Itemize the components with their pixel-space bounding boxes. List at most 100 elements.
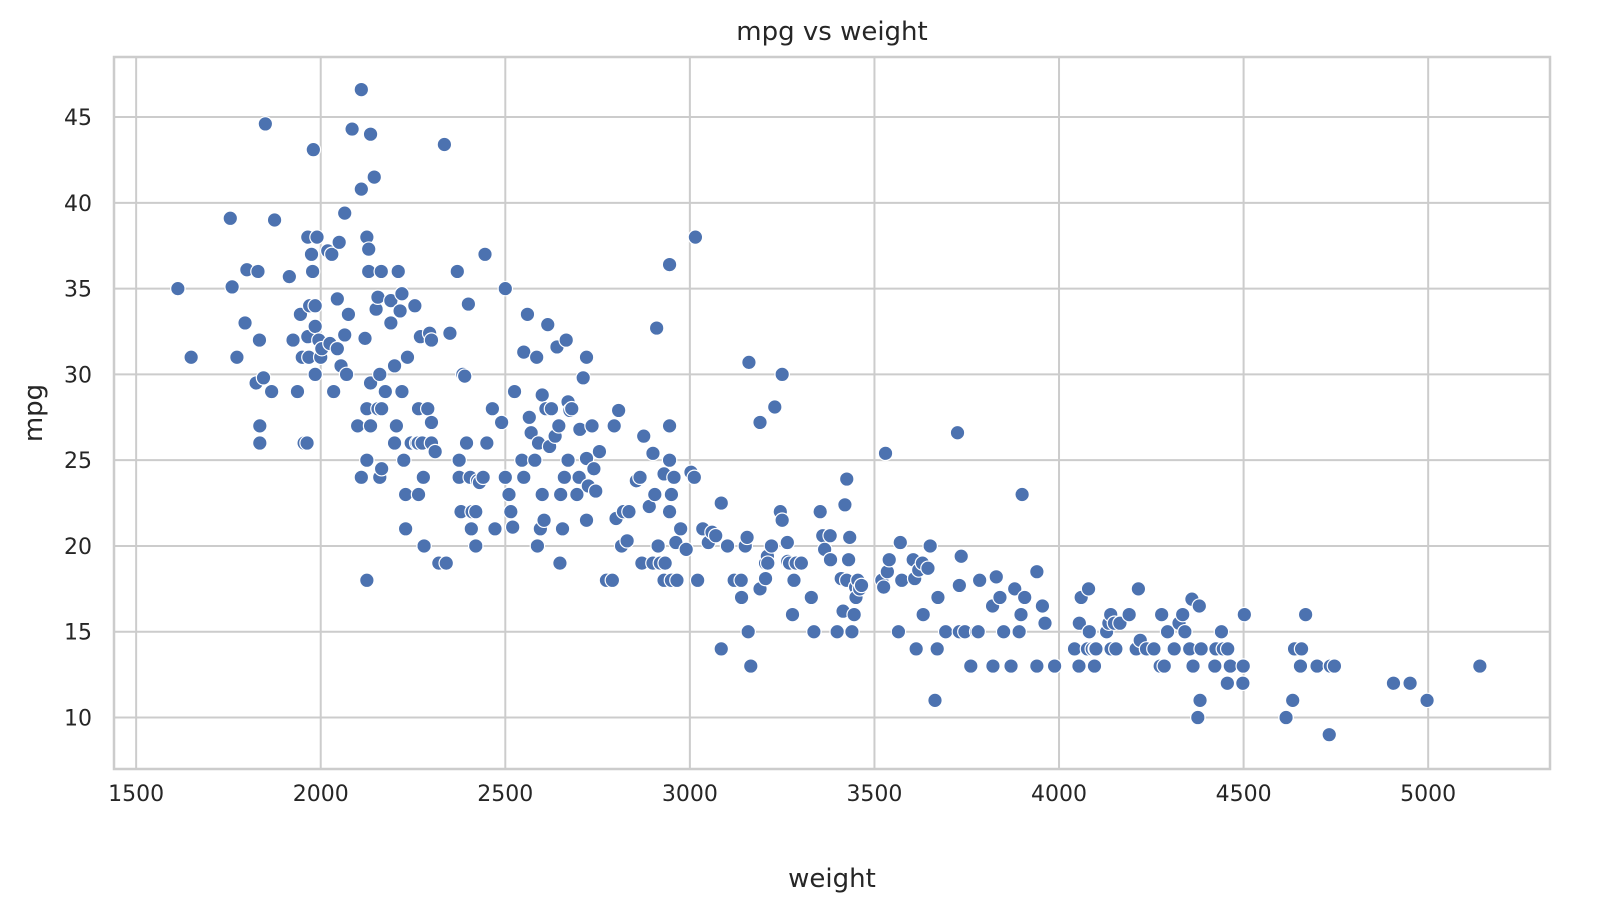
scatter-point	[1326, 658, 1343, 674]
plot-frame	[112, 55, 1552, 771]
scatter-point	[497, 280, 514, 297]
x-tick-label: 4000	[1031, 782, 1087, 807]
scatter-point	[707, 527, 724, 544]
scatter-point	[647, 486, 663, 503]
scatter-point	[837, 496, 853, 513]
scatter-point	[661, 256, 678, 273]
scatter-point	[1159, 623, 1176, 640]
scatter-point	[534, 387, 551, 403]
scatter-point	[371, 366, 388, 383]
scatter-point	[1080, 581, 1097, 597]
scatter-point	[170, 280, 186, 297]
scatter-point	[307, 318, 323, 335]
scatter-point	[1219, 675, 1236, 692]
scatter-point	[610, 402, 627, 419]
scatter-point	[514, 452, 530, 468]
scatter-point	[1385, 675, 1402, 692]
scatter-point	[460, 296, 477, 312]
scatter-point	[383, 292, 399, 309]
scatter-point	[949, 424, 966, 441]
scatter-point	[1293, 641, 1310, 657]
scatter-point	[423, 414, 440, 431]
scatter-point	[881, 551, 898, 568]
scatter-point	[840, 551, 857, 568]
scatter-point	[373, 460, 390, 477]
scatter-point	[689, 572, 706, 589]
scatter-point	[449, 263, 466, 280]
scatter-point	[569, 486, 585, 503]
scatter-point	[1046, 658, 1063, 674]
scatter-point	[1213, 623, 1230, 640]
scatter-point	[307, 297, 323, 314]
scatter-point	[650, 538, 666, 554]
scatter-point	[386, 435, 403, 451]
y-tick-label: 35	[64, 278, 92, 303]
scatter-point	[578, 349, 595, 366]
scatter-point	[359, 452, 375, 468]
scatter-point	[1419, 692, 1435, 709]
scatter-point	[1177, 623, 1193, 640]
scatter-point	[373, 263, 390, 280]
y-tick-label: 40	[64, 192, 92, 217]
scatter-point	[822, 551, 839, 568]
scatter-point	[1029, 658, 1045, 674]
scatter-point	[329, 291, 346, 307]
scatter-point	[183, 349, 199, 366]
scatter-point	[1402, 675, 1418, 692]
scatter-point	[661, 452, 678, 468]
scatter-point	[779, 534, 796, 551]
scatter-point	[992, 589, 1008, 606]
scatter-point	[841, 529, 858, 546]
scatter-point	[1235, 658, 1252, 674]
scatter-point	[303, 246, 320, 263]
scatter-point	[255, 370, 272, 386]
scatter-point	[410, 486, 427, 503]
scatter-point	[875, 579, 892, 595]
scatter-point	[812, 503, 828, 520]
scatter-point	[890, 623, 907, 640]
scatter-point	[733, 589, 750, 606]
scatter-point	[645, 445, 661, 462]
scatter-point	[648, 320, 665, 336]
scatter-point	[719, 538, 736, 554]
scatter-point	[349, 418, 366, 434]
scatter-point	[619, 533, 635, 549]
scatter-point	[484, 400, 501, 417]
scatter-point	[752, 414, 768, 431]
scatter-point	[587, 483, 604, 499]
scatter-point	[1086, 658, 1103, 674]
scatter-point	[1174, 606, 1191, 623]
scatter-point	[713, 641, 730, 657]
scatter-point	[536, 512, 552, 529]
x-tick-label: 3500	[846, 782, 902, 807]
scatter-point	[763, 538, 780, 554]
scatter-point	[456, 368, 473, 384]
scatter-point	[1071, 615, 1088, 631]
scatter-point	[388, 418, 405, 434]
y-tick-label: 25	[64, 449, 92, 474]
scatter-point	[515, 469, 532, 486]
scatter-point	[397, 486, 414, 503]
scatter-point	[829, 623, 845, 640]
scatter-point	[586, 460, 602, 477]
scatter-point	[419, 400, 436, 417]
scatter-point	[251, 332, 268, 348]
x-tick-label: 4500	[1216, 782, 1272, 807]
scatter-point	[407, 297, 423, 314]
x-axis-label: weight	[788, 864, 876, 894]
scatter-point	[657, 555, 673, 571]
points-layer	[170, 81, 1488, 743]
scatter-point	[1088, 641, 1104, 657]
scatter-point	[415, 469, 432, 486]
scatter-point	[552, 486, 569, 503]
scatter-point	[929, 641, 946, 657]
scatter-point	[252, 418, 268, 434]
scatter-point	[739, 529, 755, 546]
scatter-point	[1037, 615, 1053, 631]
scatter-point	[325, 383, 342, 400]
scatter-point	[1013, 606, 1029, 623]
scatter-point	[1071, 658, 1087, 674]
scatter-point	[844, 623, 860, 640]
scatter-point	[988, 569, 1005, 585]
